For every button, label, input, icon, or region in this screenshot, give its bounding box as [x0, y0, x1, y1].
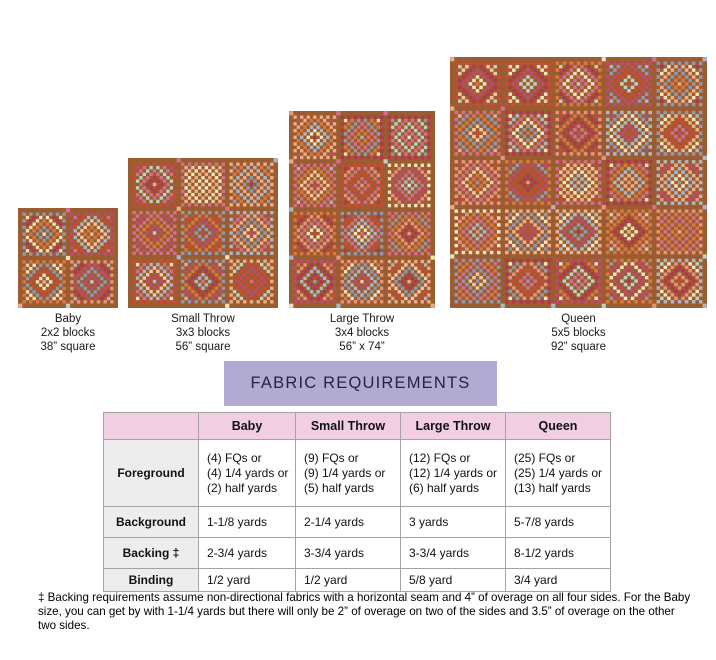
row-label-binding: Binding — [103, 568, 199, 592]
fabric-requirements-banner: FABRIC REQUIREMENTS — [224, 361, 497, 406]
quilt-size-label: 38” square — [40, 341, 96, 353]
row-label-backing: Backing ‡ — [103, 537, 199, 569]
quilt-small-throw: Small Throw 3x3 blocks 56” square — [128, 158, 278, 354]
fabric-requirements-title: FABRIC REQUIREMENTS — [250, 374, 471, 392]
table-header-row: Baby Small Throw Large Throw Queen — [103, 412, 611, 440]
table-header-large-throw: Large Throw — [400, 412, 506, 440]
quilt-name: Baby — [54, 313, 82, 325]
quilt-baby: Baby 2x2 blocks 38” square — [18, 208, 118, 354]
quilt-size-label: 56” x 74” — [339, 341, 385, 353]
quilt-large-throw: Large Throw 3x4 blocks 56” x 74” — [289, 111, 435, 354]
quilt-blocks-label: 3x4 blocks — [334, 327, 390, 339]
quilt-blocks-label: 3x3 blocks — [175, 327, 231, 339]
quilt-name: Large Throw — [329, 313, 395, 325]
table-cell: 3 yards — [400, 506, 506, 538]
table-row-foreground: Foreground (4) FQs or (4) 1/4 yards or (… — [103, 439, 611, 507]
table-row-background: Background 1-1/8 yards 2-1/4 yards 3 yar… — [103, 506, 611, 538]
quilt-large-throw-image — [289, 111, 435, 308]
table-header-empty — [103, 412, 199, 440]
quilt-blocks-label: 2x2 blocks — [40, 327, 96, 339]
table-cell: 5/8 yard — [400, 568, 506, 592]
table-cell: (4) FQs or (4) 1/4 yards or (2) half yar… — [198, 439, 296, 507]
table-row-binding: Binding 1/2 yard 1/2 yard 5/8 yard 3/4 y… — [103, 568, 611, 592]
table-cell: 1-1/8 yards — [198, 506, 296, 538]
quilt-name: Queen — [561, 313, 596, 325]
table-row-backing: Backing ‡ 2-3/4 yards 3-3/4 yards 3-3/4 … — [103, 537, 611, 569]
quilt-baby-image — [18, 208, 118, 308]
row-label-background: Background — [103, 506, 199, 538]
table-cell: 8-1/2 yards — [505, 537, 611, 569]
quilt-small-throw-caption: Small Throw 3x3 blocks 56” square — [128, 312, 278, 354]
table-cell: 5-7/8 yards — [505, 506, 611, 538]
table-cell: (9) FQs or (9) 1/4 yards or (5) half yar… — [295, 439, 401, 507]
quilt-size-label: 56” square — [175, 341, 231, 353]
table-cell: 3-3/4 yards — [295, 537, 401, 569]
table-cell: 3-3/4 yards — [400, 537, 506, 569]
quilt-name: Small Throw — [171, 313, 235, 325]
table-cell: 2-1/4 yards — [295, 506, 401, 538]
quilt-size-label: 92” square — [551, 341, 606, 353]
quilt-queen-caption: Queen 5x5 blocks 92” square — [450, 312, 707, 354]
table-cell: (25) FQs or (25) 1/4 yards or (13) half … — [505, 439, 611, 507]
backing-footnote: ‡ Backing requirements assume non-direct… — [38, 591, 691, 632]
quilt-small-throw-image — [128, 158, 278, 308]
quilt-queen-image — [450, 57, 707, 308]
table-cell: (12) FQs or (12) 1/4 yards or (6) half y… — [400, 439, 506, 507]
table-header-small-throw: Small Throw — [295, 412, 401, 440]
row-label-foreground: Foreground — [103, 439, 199, 507]
table-header-baby: Baby — [198, 412, 296, 440]
quilt-baby-caption: Baby 2x2 blocks 38” square — [18, 312, 118, 354]
table-cell: 1/2 yard — [295, 568, 401, 592]
quilt-queen: Queen 5x5 blocks 92” square — [450, 57, 707, 354]
fabric-requirements-table: Baby Small Throw Large Throw Queen Foreg… — [103, 412, 611, 592]
table-cell: 2-3/4 yards — [198, 537, 296, 569]
quilt-large-throw-caption: Large Throw 3x4 blocks 56” x 74” — [289, 312, 435, 354]
table-cell: 3/4 yard — [505, 568, 611, 592]
quilt-blocks-label: 5x5 blocks — [551, 327, 606, 339]
table-cell: 1/2 yard — [198, 568, 296, 592]
table-header-queen: Queen — [505, 412, 611, 440]
